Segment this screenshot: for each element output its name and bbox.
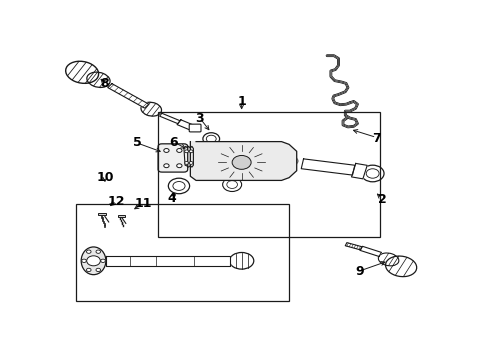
Circle shape: [87, 250, 91, 253]
Text: 3: 3: [196, 112, 204, 125]
Polygon shape: [160, 113, 180, 123]
Circle shape: [96, 268, 100, 271]
Polygon shape: [106, 256, 230, 266]
Text: 12: 12: [108, 195, 125, 208]
Text: 11: 11: [134, 198, 151, 211]
Polygon shape: [184, 146, 194, 167]
Bar: [158, 112, 380, 237]
Circle shape: [189, 162, 193, 164]
Circle shape: [82, 259, 86, 262]
Polygon shape: [301, 159, 355, 175]
Text: 2: 2: [378, 193, 387, 206]
FancyBboxPatch shape: [189, 124, 201, 132]
Polygon shape: [360, 246, 381, 256]
Polygon shape: [108, 84, 149, 108]
Text: 8: 8: [100, 77, 109, 90]
Circle shape: [177, 149, 182, 152]
Bar: [76, 204, 289, 301]
Text: 6: 6: [169, 136, 177, 149]
Text: 1: 1: [237, 95, 246, 108]
Polygon shape: [98, 213, 106, 215]
Polygon shape: [190, 141, 297, 180]
Circle shape: [185, 150, 189, 153]
Circle shape: [189, 150, 193, 153]
Circle shape: [101, 259, 105, 262]
Circle shape: [177, 164, 182, 168]
Circle shape: [164, 149, 169, 152]
FancyBboxPatch shape: [158, 144, 188, 172]
Text: 4: 4: [167, 192, 176, 205]
Ellipse shape: [81, 247, 106, 275]
Polygon shape: [345, 243, 362, 250]
Circle shape: [87, 256, 100, 266]
Text: 7: 7: [372, 132, 381, 145]
Polygon shape: [351, 163, 367, 179]
Text: 9: 9: [355, 265, 364, 278]
Circle shape: [185, 162, 189, 164]
Text: 10: 10: [96, 171, 114, 184]
Text: 5: 5: [133, 136, 142, 149]
Circle shape: [164, 164, 169, 168]
Polygon shape: [177, 120, 194, 130]
Circle shape: [232, 156, 251, 169]
Polygon shape: [118, 215, 125, 217]
Circle shape: [87, 268, 91, 271]
Circle shape: [96, 250, 100, 253]
